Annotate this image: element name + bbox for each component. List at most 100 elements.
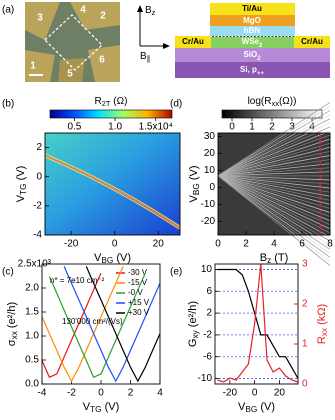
contact-label: 6 <box>99 55 105 66</box>
label-part: B <box>145 5 152 16</box>
landau-fan-line <box>217 175 331 193</box>
heatmap <box>45 133 180 235</box>
plot-frame <box>217 132 331 236</box>
landau-fan-line <box>217 142 331 177</box>
label-part: (e²/h) <box>187 301 199 330</box>
x-tick-label: 0 <box>215 239 221 250</box>
x-tick-label: 4 <box>271 239 277 250</box>
label-part: V <box>94 252 102 264</box>
landau-fan-line <box>217 175 331 181</box>
label-part: (V) <box>188 166 200 184</box>
x-tick-label: 2 <box>243 239 249 250</box>
layer <box>175 48 330 62</box>
x-tick-label: 2 <box>128 388 134 399</box>
label-part: BG <box>245 405 257 414</box>
landau-fan-line <box>217 118 331 177</box>
label-part: (kΩ) <box>316 304 328 328</box>
label-part: (V) <box>113 252 131 264</box>
label-part: (Ω)) <box>279 96 296 107</box>
y-tick-label: 0 <box>209 182 215 193</box>
landau-fan-line <box>217 175 331 250</box>
layer <box>205 37 300 48</box>
colorbar-tick-label: 1 <box>249 122 255 133</box>
x-tick-label: 0 <box>98 388 104 399</box>
colorbar-title: R2T (Ω) <box>95 96 128 108</box>
arrow-head <box>163 43 170 49</box>
resistance-peak <box>44 155 181 229</box>
y-tick-label: -2 <box>33 200 42 211</box>
label-part: B <box>140 51 147 62</box>
y2-tick-label: 2 <box>302 299 308 310</box>
landau-fan-line <box>217 102 331 177</box>
annotation: 130'000 cm²/(Vs) <box>62 317 123 326</box>
colorbar-tick-label: 0 <box>229 122 235 133</box>
colorbar-tick-label: 4 <box>309 122 315 133</box>
field-label: B∥ <box>140 51 150 63</box>
y-tick-label: -10 <box>198 373 213 384</box>
contact-label: 2 <box>100 11 106 22</box>
label-part: z <box>152 8 156 17</box>
landau-fan-line <box>217 175 331 197</box>
y-tick-label: -2 <box>203 330 212 341</box>
x-tick-label: 4 <box>157 388 163 399</box>
label-part: 2 <box>259 43 263 49</box>
landau-fan-line <box>217 175 331 266</box>
layer <box>294 36 330 48</box>
landau-fan-line <box>217 175 331 258</box>
legend-label: +15 V <box>128 298 150 307</box>
panel-label: (b) <box>2 99 14 110</box>
landau-fan-line <box>217 175 331 234</box>
y-tick-label: -4 <box>33 230 42 241</box>
landau-fan-line <box>217 106 331 177</box>
landau-fan-line <box>217 167 331 177</box>
label-part: V <box>83 401 91 413</box>
contact-label: 3 <box>37 13 43 24</box>
label-part: xx <box>320 327 329 336</box>
label-part: z <box>267 256 271 265</box>
annotation: n* = 7e10 cm⁻² <box>50 276 105 285</box>
y2-tick-label: 0 <box>302 379 308 390</box>
colorbar-tick-label: 1.0 <box>108 122 122 133</box>
x-axis-label: VTG (V) <box>83 401 120 414</box>
y-tick-label: 2 <box>206 308 212 319</box>
series-line <box>85 266 161 383</box>
hall-bar-outline <box>44 14 103 71</box>
label-part: BG <box>101 256 113 265</box>
legend-label: +30 V <box>128 308 150 317</box>
y-tick-label: 2 <box>36 142 42 153</box>
label-part: Si, p <box>240 65 257 74</box>
landau-fan-line <box>217 171 331 177</box>
landau-fan-line <box>217 114 331 177</box>
landau-fan-line <box>217 175 331 222</box>
arrow-head <box>137 5 143 12</box>
layer-label: hBN <box>244 26 261 35</box>
landau-fan-line <box>217 134 331 177</box>
contact-pad <box>58 58 85 82</box>
x-tick-label: 0 <box>252 388 258 399</box>
label-part: (Ω) <box>111 96 128 107</box>
label-part: 2T <box>102 99 111 108</box>
label-part: V <box>188 195 200 203</box>
landau-fan-line <box>217 175 331 213</box>
y-tick-label: 1.5 <box>25 307 39 318</box>
layer <box>210 3 295 15</box>
x-tick-label: 6 <box>299 239 305 250</box>
label-part: xy <box>191 329 200 338</box>
legend-label: -30 V <box>128 268 148 277</box>
landau-fan-line <box>217 175 331 185</box>
layer <box>175 62 330 78</box>
y-tick-label: 10 <box>204 165 216 176</box>
landau-fan-line <box>217 175 331 205</box>
layer-label: Ti/Au <box>242 4 262 13</box>
legend-label: -15 V <box>128 278 148 287</box>
plot-frame <box>41 263 161 385</box>
landau-fan-line <box>217 175 331 238</box>
layer-label: Cr/Au <box>182 37 204 46</box>
panel-label: (c) <box>2 267 14 278</box>
label-part: WSe <box>242 37 260 46</box>
landau-fan-line <box>217 126 331 177</box>
series-line <box>41 272 102 379</box>
y-tick-label: -10 <box>201 199 216 210</box>
y-axis-label: VTG (V) <box>15 166 28 203</box>
